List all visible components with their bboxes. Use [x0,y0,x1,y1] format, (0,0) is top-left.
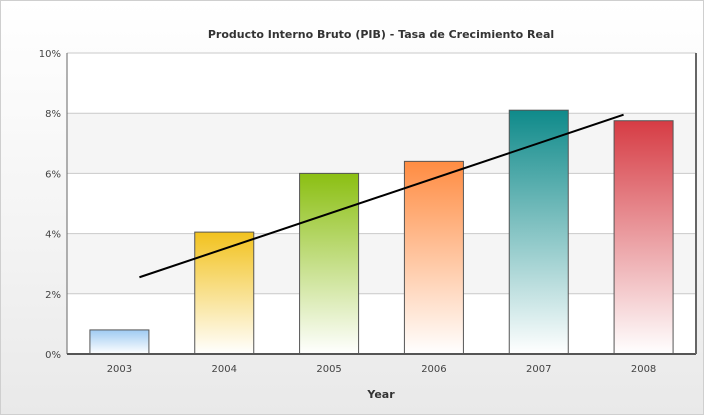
plot-band [67,113,696,174]
bar-2007[interactable] [508,109,569,355]
plot-band [67,233,696,294]
y-tick-label: 0% [45,350,61,361]
bar-2004[interactable] [194,231,255,355]
x-tick-label: 2005 [316,364,341,375]
y-tick-label: 4% [45,230,61,241]
plot-band [67,53,696,114]
trend-line [139,113,624,279]
y-tick-label: 6% [45,169,61,180]
bar-2005[interactable] [299,172,360,355]
plot-band [67,293,696,354]
bar-2006[interactable] [403,160,464,355]
x-tick-label: 2004 [212,364,237,375]
x-tick-label: 2003 [107,364,132,375]
bar-2008[interactable] [613,120,674,355]
plot-band [67,173,696,234]
x-axis-title: Year [366,388,395,401]
y-tick-label: 2% [45,290,61,301]
x-tick-label: 2008 [631,364,656,375]
x-tick-label: 2007 [526,364,551,375]
chart-title: Producto Interno Bruto (PIB) - Tasa de C… [208,28,554,41]
y-tick-label: 8% [45,109,61,120]
x-tick-label: 2006 [421,364,446,375]
bar-2003[interactable] [89,329,150,355]
y-tick-label: 10% [39,49,61,60]
